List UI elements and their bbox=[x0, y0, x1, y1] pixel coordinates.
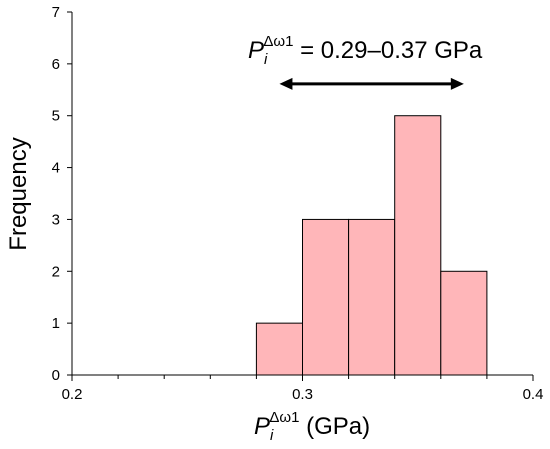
histogram-bar-2 bbox=[302, 218, 350, 376]
y-tick-label: 5 bbox=[52, 108, 60, 125]
y-tick-label: 2 bbox=[52, 263, 60, 280]
range-annotation: PiΔω1 = 0.29–0.37 GPa bbox=[248, 33, 483, 68]
y-tick-labels: 0 1 2 3 4 5 6 7 bbox=[52, 4, 60, 384]
x-axis-label-subscript: i bbox=[270, 427, 274, 444]
x-axis-label-symbol: P bbox=[254, 413, 270, 440]
annotation-symbol: P bbox=[248, 37, 264, 64]
x-tick-labels: 0.2 0.3 0.4 bbox=[62, 386, 544, 403]
x-axis-label-superscript: Δω1 bbox=[269, 409, 299, 426]
histogram-bar-4 bbox=[394, 115, 442, 376]
y-tick-label: 0 bbox=[52, 367, 60, 384]
range-double-arrow bbox=[279, 77, 464, 90]
histogram-bars bbox=[255, 115, 488, 376]
arrow-head-left bbox=[279, 77, 293, 90]
x-axis-label-unit: (GPa) bbox=[299, 413, 370, 440]
histogram-bar-3 bbox=[348, 218, 396, 376]
histogram-bar-5 bbox=[440, 270, 488, 376]
annotation-superscript: Δω1 bbox=[263, 33, 293, 50]
x-axis-label: PiΔω1 (GPa) bbox=[254, 409, 370, 444]
y-axis-label: Frequency bbox=[5, 137, 32, 250]
x-tick-label: 0.3 bbox=[292, 386, 313, 403]
y-tick-label: 7 bbox=[52, 4, 60, 21]
arrow-head-right bbox=[450, 77, 464, 90]
x-tick-label: 0.2 bbox=[62, 386, 83, 403]
axes bbox=[67, 11, 534, 381]
y-tick-label: 6 bbox=[52, 56, 60, 73]
y-tick-label: 1 bbox=[52, 315, 60, 332]
annotation-range-text: = 0.29–0.37 GPa bbox=[293, 37, 482, 64]
annotation-subscript: i bbox=[264, 51, 268, 68]
y-tick-label: 4 bbox=[52, 160, 60, 177]
x-tick-label: 0.4 bbox=[523, 386, 544, 403]
histogram-bar-1 bbox=[255, 322, 303, 376]
y-tick-label: 3 bbox=[52, 211, 60, 228]
